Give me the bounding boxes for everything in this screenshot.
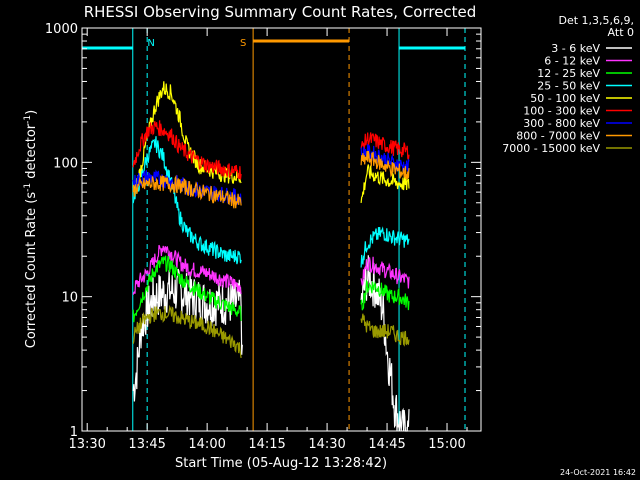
- flag-label-N: N: [147, 38, 154, 49]
- legend-label-8: 7000 - 15000 keV: [502, 142, 600, 155]
- y-tick-label-2: 100: [53, 156, 78, 171]
- x-tick-label-6: 15:00: [428, 437, 465, 452]
- series-line-2-b: [360, 279, 410, 311]
- y-axis-label-end: ): [24, 110, 39, 115]
- footer-timestamp: 24-Oct-2021 16:42: [560, 468, 636, 477]
- series-line-3-b: [360, 226, 410, 268]
- legend-label-3: 25 - 50 keV: [537, 80, 600, 93]
- y-axis-label-sup1: -1: [23, 183, 33, 192]
- legend-label-2: 12 - 25 keV: [537, 67, 600, 80]
- y-tick-label-3: 1000: [45, 22, 78, 37]
- x-tick-label-3: 14:15: [248, 437, 285, 452]
- y-axis-label-sup2: -1: [23, 115, 33, 124]
- legend-label-4: 50 - 100 keV: [530, 92, 600, 105]
- legend-label-5: 100 - 300 keV: [523, 105, 600, 118]
- series-line-0-a: [132, 268, 243, 402]
- y-tick-label-0: 1: [70, 425, 78, 440]
- legend-header-1: Att 0: [608, 26, 634, 39]
- flag-label-S: S: [240, 38, 246, 49]
- series-line-1-b: [360, 256, 410, 289]
- plot-frame: [81, 27, 482, 432]
- legend-label-0: 3 - 6 keV: [551, 42, 600, 55]
- series-line-4-b: [360, 164, 410, 203]
- y-tick-label-1: 10: [61, 291, 78, 306]
- x-tick-label-0: 13:30: [68, 437, 105, 452]
- series-line-7-a: [132, 174, 242, 209]
- legend-label-7: 800 - 7000 keV: [516, 130, 600, 143]
- chart-title: RHESSI Observing Summary Count Rates, Co…: [84, 3, 477, 21]
- y-axis-label-mid: detector: [24, 123, 39, 183]
- x-tick-label-4: 14:30: [308, 437, 345, 452]
- series-line-7-b: [360, 150, 410, 180]
- series-line-8-a: [132, 304, 242, 358]
- series-line-0-b: [360, 255, 410, 432]
- x-axis: 13:30 13:45 14:00 14:15 14:30 14:45 15:00: [68, 28, 468, 452]
- legend-label-1: 6 - 12 keV: [544, 55, 600, 68]
- series-line-5-a: [132, 120, 242, 180]
- series-line-2-a: [132, 255, 242, 323]
- series-line-1-a: [132, 244, 242, 295]
- x-tick-label-1: 13:45: [128, 437, 165, 452]
- series-line-5-b: [360, 132, 410, 162]
- series-line-3-a: [132, 136, 242, 265]
- y-axis: 1 10 100 1000: [45, 22, 481, 440]
- legend-header-0: Det 1,3,5,6,9,: [558, 14, 634, 27]
- y-axis-label: Corrected Count Rate (s-1 detector-1): [23, 110, 39, 348]
- x-tick-label-2: 14:00: [188, 437, 225, 452]
- series-line-8-b: [360, 313, 410, 347]
- x-axis-label: Start Time (05-Aug-12 13:28:42): [175, 456, 387, 471]
- legend-label-6: 300 - 800 keV: [523, 117, 600, 130]
- y-axis-label-main: Corrected Count Rate (s: [24, 192, 39, 349]
- x-tick-label-5: 14:45: [368, 437, 405, 452]
